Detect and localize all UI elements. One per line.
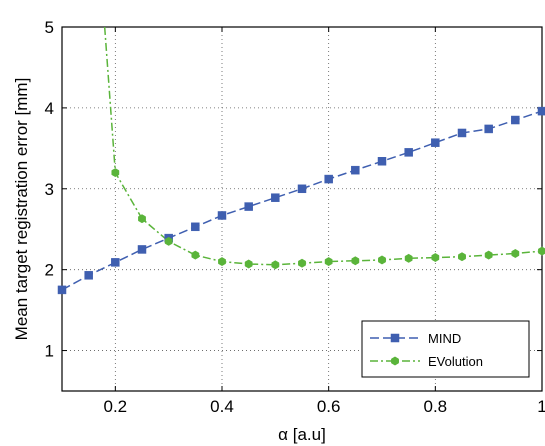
y-axis-label: Mean target registration error [mm]	[12, 78, 31, 341]
data-point-mind	[324, 174, 333, 184]
data-point-evolution	[111, 168, 120, 178]
data-point-mind	[137, 245, 147, 254]
data-point-mind	[511, 115, 520, 125]
data-point-mind	[111, 258, 120, 267]
y-tick-label: 1	[45, 342, 54, 361]
data-point-evolution	[511, 249, 520, 258]
y-tick-label: 5	[45, 18, 54, 37]
legend-marker-evolution	[391, 356, 399, 366]
series-markers	[57, 106, 545, 295]
y-tick-label: 3	[45, 180, 54, 199]
series-line-evolution	[103, 26, 543, 266]
legend-marker-mind	[390, 333, 400, 343]
data-point-mind	[351, 165, 360, 175]
data-point-evolution	[191, 250, 200, 260]
data-point-mind	[271, 193, 280, 202]
x-axis-label: α [a.u]	[278, 425, 326, 444]
legend-box	[361, 320, 530, 378]
data-point-evolution	[298, 258, 306, 268]
data-point-mind	[244, 202, 253, 211]
plot-frame	[61, 26, 543, 392]
data-point-evolution	[378, 255, 386, 265]
y-tick-label: 2	[45, 261, 54, 280]
data-point-mind	[404, 148, 413, 157]
data-point-mind	[217, 211, 227, 220]
data-point-mind	[57, 285, 67, 295]
data-point-mind	[457, 128, 467, 138]
series-lines	[61, 26, 543, 291]
data-point-mind	[191, 222, 200, 232]
data-point-evolution	[138, 214, 146, 224]
data-point-mind	[84, 271, 93, 280]
legend-label-evolution: EVolution	[428, 354, 483, 369]
x-tick-label: 0.6	[317, 397, 341, 416]
data-point-evolution	[324, 257, 333, 267]
legend: MIND EVolution	[361, 320, 530, 378]
data-point-mind	[377, 157, 387, 166]
x-tick-label: 0.2	[104, 397, 128, 416]
data-point-evolution	[431, 253, 440, 263]
legend-label-mind: MIND	[428, 331, 461, 346]
data-point-mind	[297, 184, 307, 194]
axis-ticks: 0.2 0.4 0.6 0.8 1 1 2 3 4 5	[45, 18, 545, 416]
data-point-evolution	[538, 246, 545, 256]
data-point-evolution	[458, 252, 466, 262]
x-tick-label: 0.8	[424, 397, 448, 416]
x-tick-label: 0.4	[210, 397, 234, 416]
data-point-evolution	[244, 259, 253, 269]
data-point-evolution	[218, 257, 226, 267]
data-point-evolution	[484, 250, 493, 260]
data-point-evolution	[164, 236, 173, 246]
data-point-mind	[537, 106, 545, 116]
data-point-evolution	[351, 256, 360, 266]
data-point-evolution	[271, 260, 280, 270]
data-point-mind	[431, 138, 440, 147]
x-tick-label: 1	[537, 397, 545, 416]
y-tick-label: 4	[45, 99, 54, 118]
data-point-evolution	[404, 253, 413, 263]
data-point-mind	[484, 124, 493, 134]
